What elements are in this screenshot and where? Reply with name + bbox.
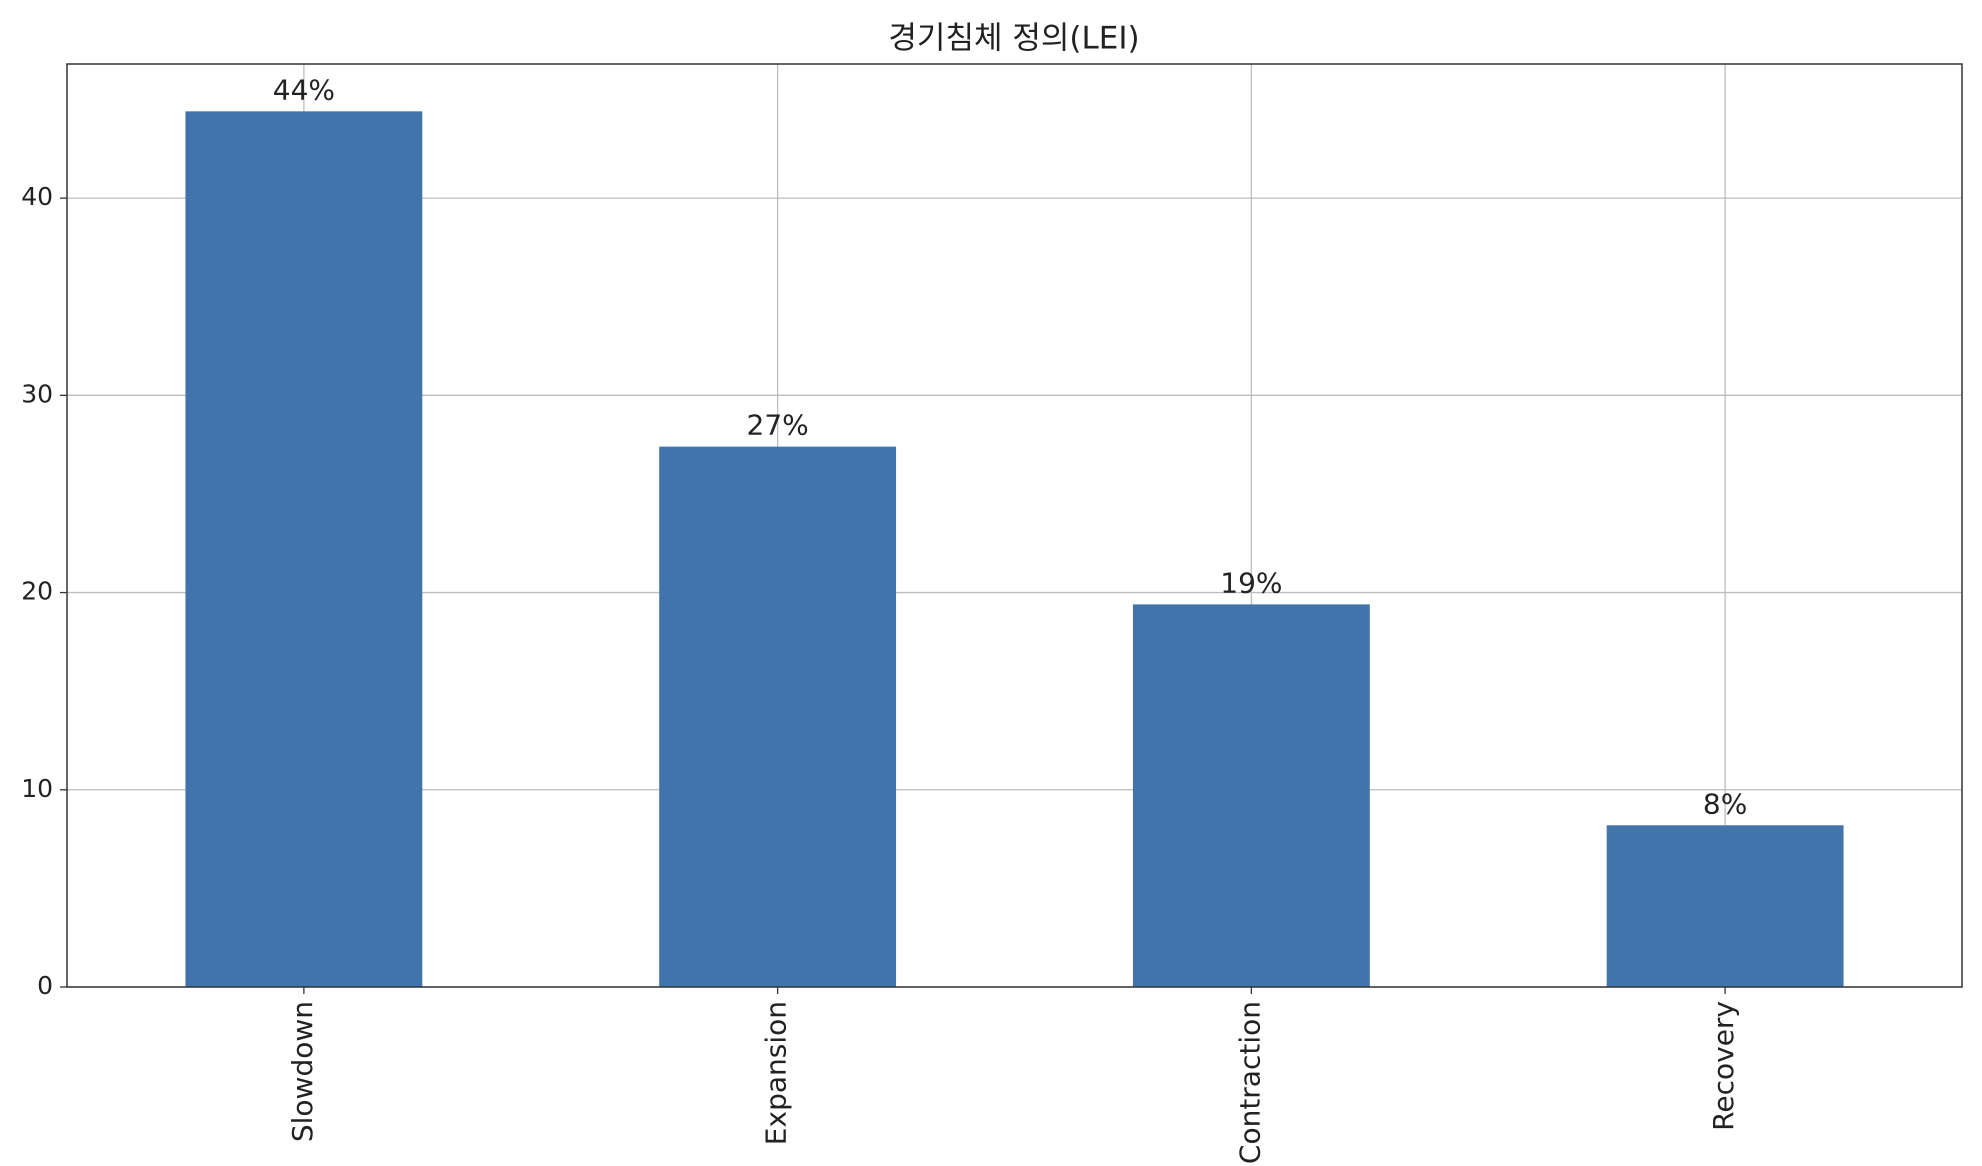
x-tick-label: Expansion [760,1001,793,1145]
bar [1606,825,1844,987]
x-tick-label: Contraction [1233,1001,1266,1164]
x-tick-label: Slowdown [286,1001,319,1142]
bar [659,446,897,988]
value-label: 8% [1703,787,1747,820]
value-label: 27% [747,409,809,442]
y-tick-label: 20 [21,577,53,606]
bar [185,111,423,988]
x-tick-label: Recovery [1707,1001,1740,1131]
value-label: 44% [273,73,335,106]
y-tick-label: 40 [21,182,53,211]
y-tick-label: 30 [21,379,53,408]
chart-title: 경기침체 정의(LEI) [888,21,1139,57]
plot-frame [66,63,1963,988]
value-label: 19% [1220,566,1282,599]
y-tick-label: 10 [21,774,53,803]
bar [1132,604,1370,987]
y-tick-label: 0 [37,971,53,1000]
